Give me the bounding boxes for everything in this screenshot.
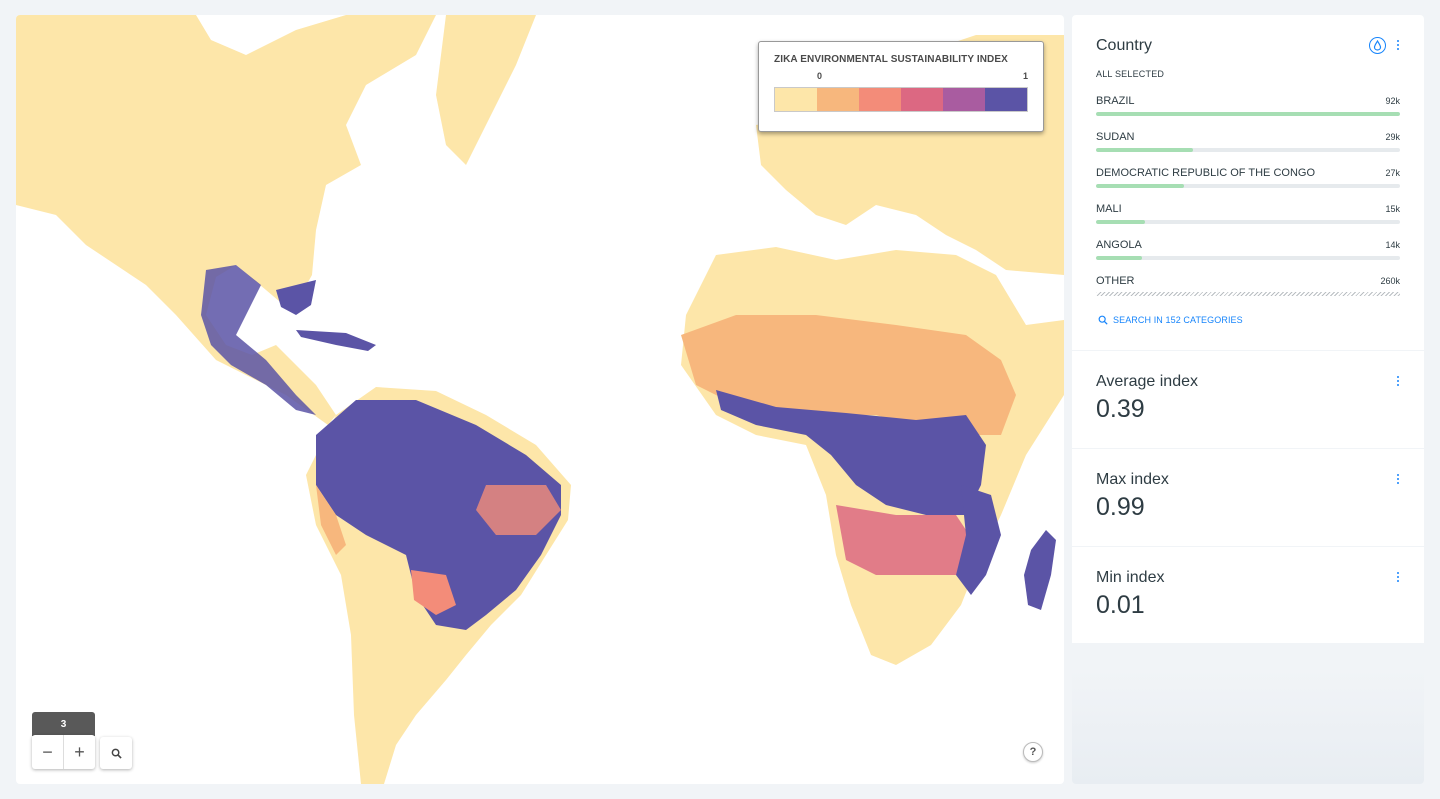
min-index-widget: Min index 0.01 <box>1072 547 1424 643</box>
legend-ticks: 0 1 <box>774 71 1028 87</box>
category-value: 27k <box>1385 168 1400 178</box>
category-row-drc[interactable]: DEMOCRATIC REPUBLIC OF THE CONGO 27k <box>1096 167 1400 203</box>
legend-swatch <box>985 88 1027 111</box>
zoom-level-badge: 3 <box>32 712 95 736</box>
category-name: SUDAN <box>1096 131 1135 143</box>
mexico-high <box>201 265 316 415</box>
category-value: 92k <box>1385 96 1400 106</box>
help-button[interactable]: ? <box>1023 742 1043 762</box>
legend-swatch <box>859 88 901 111</box>
category-row-mali[interactable]: MALI 15k <box>1096 203 1400 239</box>
max-index-title: Max index <box>1096 471 1169 488</box>
category-bar-track <box>1096 184 1400 188</box>
category-bar-fill <box>1096 148 1194 152</box>
map-search-button[interactable] <box>100 737 132 769</box>
legend-swatch <box>901 88 943 111</box>
legend-swatch <box>817 88 859 111</box>
brazil-mid <box>476 485 561 535</box>
country-options-menu-icon[interactable] <box>1396 40 1400 50</box>
search-categories-label: SEARCH IN 152 CATEGORIES <box>1113 315 1243 325</box>
category-name: DEMOCRATIC REPUBLIC OF THE CONGO <box>1096 167 1316 179</box>
zoom-in-button[interactable]: + <box>63 735 95 769</box>
arctic-land <box>436 15 536 165</box>
drop-icon <box>1373 40 1382 51</box>
average-index-title: Average index <box>1096 373 1198 390</box>
average-index-widget: Average index 0.39 <box>1072 351 1424 448</box>
category-bar-fill <box>1096 220 1145 224</box>
category-row-other[interactable]: OTHER 260k <box>1096 275 1400 311</box>
madagascar <box>1024 530 1056 610</box>
category-row-sudan[interactable]: SUDAN 29k <box>1096 131 1400 167</box>
country-widget: Country ALL SELECTED BRAZIL 92k SUDAN 29… <box>1072 15 1424 350</box>
map-geography <box>16 15 1064 784</box>
legend-title: ZIKA ENVIRONMENTAL SUSTAINABILITY INDEX <box>774 54 1008 65</box>
category-value: 14k <box>1385 240 1400 250</box>
category-bar-track-other <box>1096 292 1400 296</box>
amazon-high <box>316 400 561 630</box>
central-africa-high <box>716 390 986 515</box>
category-bar-track <box>1096 256 1400 260</box>
category-bar-track <box>1096 112 1400 116</box>
min-index-title: Min index <box>1096 569 1165 586</box>
category-row-angola[interactable]: ANGOLA 14k <box>1096 239 1400 275</box>
max-options-menu-icon[interactable] <box>1396 474 1400 484</box>
legend-panel: ZIKA ENVIRONMENTAL SUSTAINABILITY INDEX … <box>758 41 1044 132</box>
category-name: ANGOLA <box>1096 239 1142 251</box>
paraguay-mid <box>411 570 456 615</box>
legend-swatch <box>943 88 985 111</box>
search-icon <box>111 748 122 759</box>
category-row-brazil[interactable]: BRAZIL 92k <box>1096 95 1400 131</box>
country-widget-title: Country <box>1096 37 1153 54</box>
north-america-landmass <box>16 15 436 425</box>
category-name: MALI <box>1096 203 1122 215</box>
map-viewport[interactable]: ZIKA ENVIRONMENTAL SUSTAINABILITY INDEX … <box>16 15 1064 784</box>
legend-max-label: 1 <box>1022 71 1028 81</box>
zoom-control: − + <box>32 735 95 769</box>
average-options-menu-icon[interactable] <box>1396 376 1400 386</box>
legend-color-ramp <box>774 87 1028 112</box>
zoom-out-button[interactable]: − <box>42 741 53 762</box>
search-icon <box>1098 315 1108 325</box>
southern-africa-mid <box>836 505 976 575</box>
category-bar-track <box>1096 220 1400 224</box>
selection-status: ALL SELECTED <box>1096 69 1165 79</box>
category-value: 29k <box>1385 132 1400 142</box>
category-bar-fill <box>1096 112 1400 116</box>
east-africa-high <box>956 485 1001 595</box>
widgets-sidebar: Country ALL SELECTED BRAZIL 92k SUDAN 29… <box>1072 15 1424 784</box>
andes-mid <box>316 485 346 555</box>
legend-swatch <box>775 88 817 111</box>
max-index-value: 0.99 <box>1096 493 1145 521</box>
category-value: 260k <box>1380 276 1400 286</box>
category-name: BRAZIL <box>1096 95 1135 107</box>
average-index-value: 0.39 <box>1096 395 1145 423</box>
category-bar-fill <box>1096 256 1142 260</box>
legend-min-label: 0 <box>817 71 823 81</box>
category-bar-track <box>1096 148 1400 152</box>
min-index-value: 0.01 <box>1096 591 1145 619</box>
category-name: OTHER <box>1096 275 1135 287</box>
category-value: 15k <box>1385 204 1400 214</box>
gulf-coast-high <box>276 280 316 315</box>
min-options-menu-icon[interactable] <box>1396 572 1400 582</box>
caribbean-islands <box>296 330 376 351</box>
max-index-widget: Max index 0.99 <box>1072 449 1424 546</box>
color-by-drop-icon[interactable] <box>1369 37 1386 54</box>
category-bar-fill <box>1096 184 1185 188</box>
search-categories-link[interactable]: SEARCH IN 152 CATEGORIES <box>1098 315 1243 325</box>
